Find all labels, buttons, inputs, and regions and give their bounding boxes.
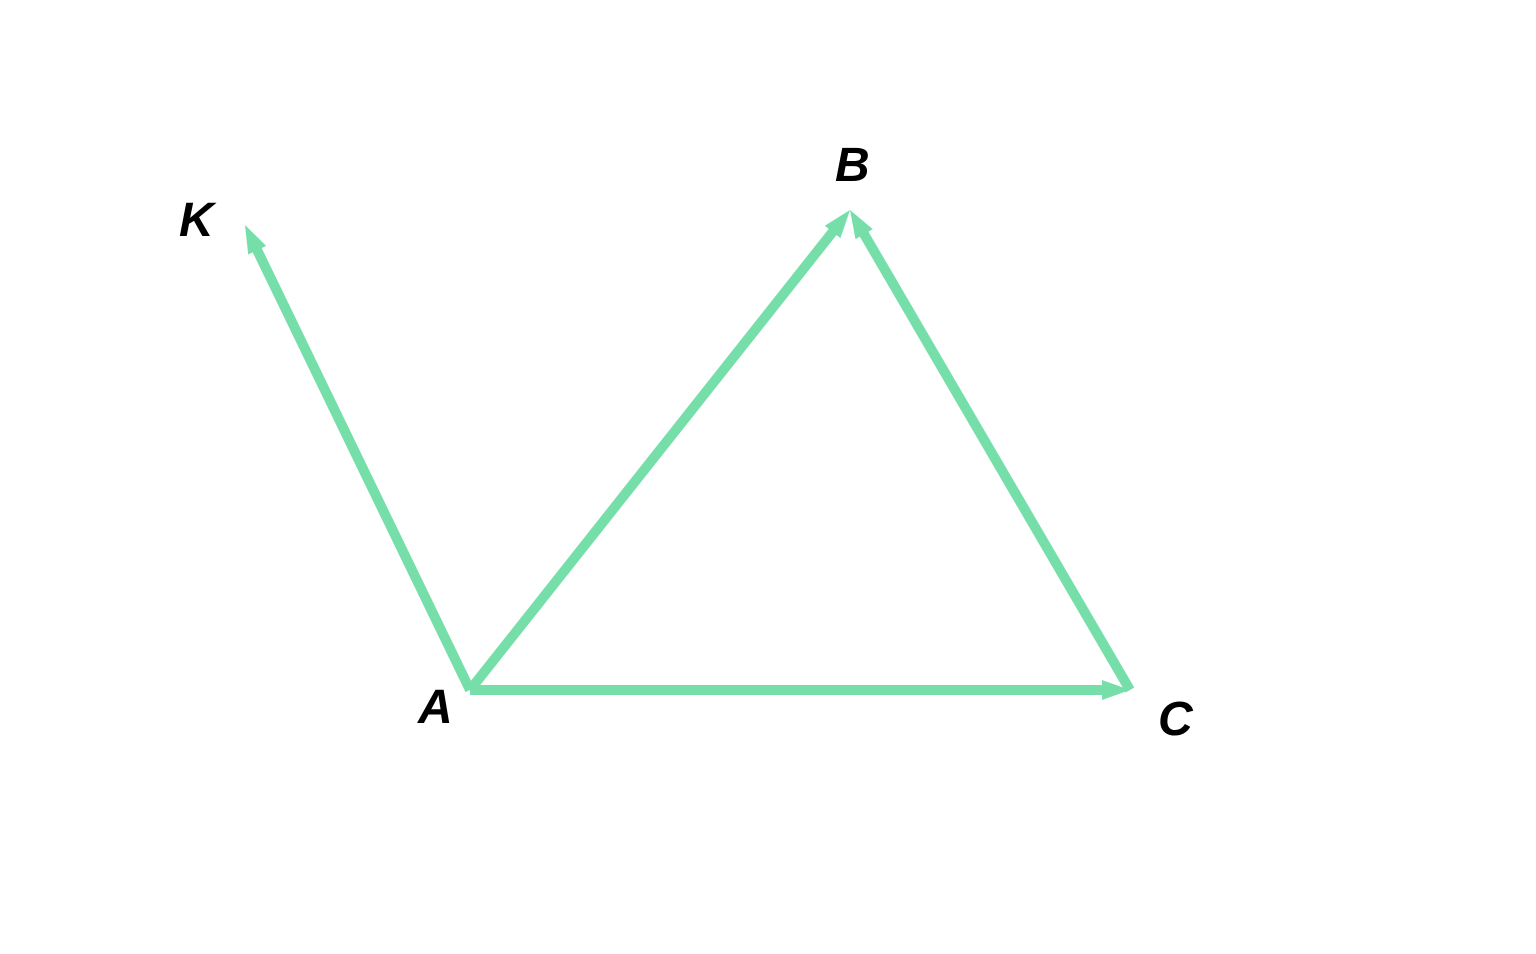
label-K: K xyxy=(179,193,213,248)
vector-line xyxy=(252,240,470,690)
label-A: A xyxy=(418,680,452,735)
label-B: B xyxy=(835,138,869,193)
label-C: C xyxy=(1158,692,1192,747)
vector-diagram-canvas xyxy=(0,0,1536,954)
vector-arrowhead xyxy=(245,225,266,255)
vector-line xyxy=(858,225,1130,690)
vector-line xyxy=(470,223,840,690)
